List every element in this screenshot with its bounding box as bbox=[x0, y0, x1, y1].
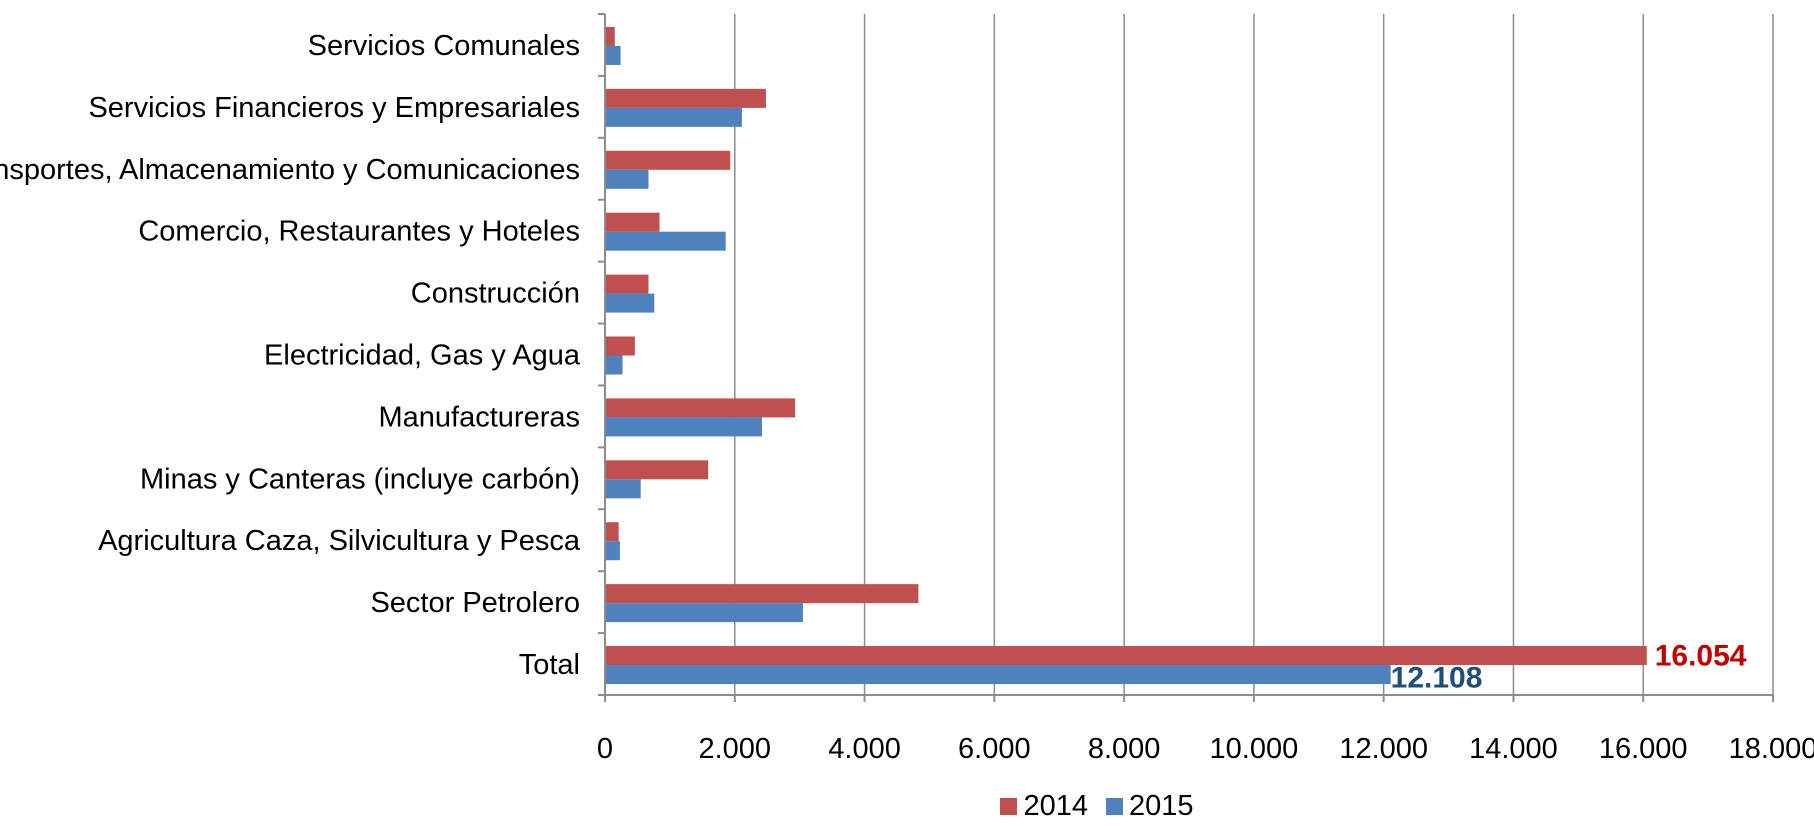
bar-2015-servicios-financieros-y-empresariales bbox=[605, 107, 742, 127]
bar-2015-minas-y-canteras-incluye-carbon bbox=[605, 479, 641, 499]
category-label-manufactureras: Manufactureras bbox=[379, 401, 581, 433]
bar-2014-construccion bbox=[605, 274, 649, 294]
x-tick-label-6: 12.000 bbox=[1339, 733, 1428, 765]
category-label-electricidad-gas-y-agua: Electricidad, Gas y Agua bbox=[264, 340, 581, 372]
bar-2015-construccion bbox=[605, 293, 655, 313]
bar-2014-agricultura-caza-silvicultura-y-pesca bbox=[605, 522, 619, 542]
legend-item-2015: 2015 bbox=[1106, 790, 1194, 823]
category-label-agricultura-caza-silvicultura-y-pesca: Agricultura Caza, Silvicultura y Pesca bbox=[98, 525, 581, 557]
bar-2014-servicios-financieros-y-empresariales bbox=[605, 88, 766, 108]
x-tick-label-0: 0 bbox=[597, 733, 613, 765]
labels: Servicios Comunales Servicios Financieros… bbox=[0, 30, 1814, 765]
legend-swatch-2015 bbox=[1106, 798, 1123, 815]
category-label-sector-petrolero: Sector Petrolero bbox=[370, 587, 580, 619]
bar-2014-total bbox=[605, 646, 1647, 666]
category-label-total: Total bbox=[519, 649, 580, 681]
x-tick-label-5: 10.000 bbox=[1210, 733, 1299, 765]
bar-2015-servicios-comunales bbox=[605, 45, 621, 65]
legend: 2014 2015 bbox=[0, 790, 1814, 823]
bar-2014-manufactureras bbox=[605, 398, 796, 418]
axes bbox=[598, 13, 1774, 702]
bars bbox=[605, 26, 1647, 685]
category-label-servicios-financieros-y-empresariales: Servicios Financieros y Empresariales bbox=[88, 92, 580, 124]
x-tick-label-7: 14.000 bbox=[1469, 733, 1558, 765]
bar-2015-sector-petrolero bbox=[605, 603, 803, 623]
bar-2014-minas-y-canteras-incluye-carbon bbox=[605, 460, 709, 480]
x-tick-label-1: 2.000 bbox=[698, 733, 771, 765]
bar-2014-transportes-almacenamiento-y-comunicaciones bbox=[605, 150, 731, 170]
x-tick-label-8: 16.000 bbox=[1599, 733, 1688, 765]
category-label-comercio-restaurantes-y-hoteles: Comercio, Restaurantes y Hoteles bbox=[138, 216, 580, 248]
x-tick-label-3: 6.000 bbox=[958, 733, 1031, 765]
x-tick-label-9: 18.000 bbox=[1729, 733, 1814, 765]
bar-2014-electricidad-gas-y-agua bbox=[605, 336, 635, 356]
bar-2014-sector-petrolero bbox=[605, 584, 919, 604]
bar-2015-total bbox=[605, 665, 1391, 685]
legend-label-2015: 2015 bbox=[1129, 790, 1194, 822]
bar-2015-agricultura-caza-silvicultura-y-pesca bbox=[605, 541, 620, 561]
bar-2015-transportes-almacenamiento-y-comunicaciones bbox=[605, 169, 649, 189]
bar-2014-comercio-restaurantes-y-hoteles bbox=[605, 212, 660, 232]
x-tick-label-4: 8.000 bbox=[1088, 733, 1161, 765]
category-label-minas-y-canteras-incluye-carbon: Minas y Canteras (incluye carbón) bbox=[140, 463, 580, 495]
bar-2015-manufactureras bbox=[605, 417, 763, 437]
bar-2015-comercio-restaurantes-y-hoteles bbox=[605, 231, 726, 251]
data-label-2015-total: 12.108 bbox=[1391, 662, 1483, 695]
legend-swatch-2014 bbox=[1000, 798, 1018, 815]
category-label-servicios-comunales: Servicios Comunales bbox=[308, 30, 580, 62]
legend-item-2014: 2014 bbox=[1000, 790, 1088, 823]
category-label-construccion: Construcción bbox=[411, 278, 580, 310]
legend-label-2014: 2014 bbox=[1023, 790, 1088, 822]
x-tick-label-2: 4.000 bbox=[828, 733, 901, 765]
data-label-2014-total: 16.054 bbox=[1655, 640, 1747, 673]
gridlines bbox=[734, 14, 1774, 695]
bar-2014-servicios-comunales bbox=[605, 26, 615, 46]
category-label-transportes-almacenamiento-y-comunicaciones: Transportes, Almacenamiento y Comunicaci… bbox=[0, 154, 580, 186]
bar-2015-electricidad-gas-y-agua bbox=[605, 355, 623, 375]
